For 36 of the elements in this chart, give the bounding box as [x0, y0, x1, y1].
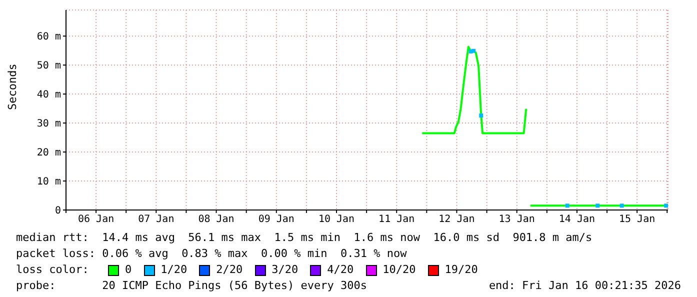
x-tick-label: 06 Jan [78, 214, 114, 226]
point [565, 204, 570, 208]
legend-label: 10/20 [382, 262, 416, 278]
x-tick-label: 09 Jan [258, 214, 294, 226]
x-tick-label: 07 Jan [138, 214, 174, 226]
legend-label: 0 [124, 262, 132, 278]
point [472, 48, 476, 53]
x-tick-label: 14 Jan [558, 214, 596, 226]
y-tick-label: 50 m [36, 60, 61, 72]
legend-label: 3/20 [270, 262, 298, 278]
x-tick-label: 08 Jan [198, 214, 234, 226]
x-tick-label: 11 Jan [378, 214, 415, 226]
y-tick-label: 10 m [36, 176, 61, 188]
legend-label: 2/20 [215, 262, 243, 278]
text: end: Fri Jan 16 00:21:35 2026 [488, 278, 681, 294]
x-tick-label: 10 Jan [318, 214, 355, 226]
text: packet loss: 0.06 % avg 0.83 % max 0.00 % min 0.31 % now [16, 246, 408, 262]
text: probe: 20 ICMP Echo Pings (56 Bytes) every 300s [16, 278, 367, 294]
point [479, 114, 484, 118]
y-tick-label: 40 m [36, 90, 61, 101]
x-tick-label: 12 Jan [438, 214, 475, 226]
text: median rtt: 14.4 ms avg 56.1 ms max 1.5 ms min 1.6 ms now 16.0 ms sd 901.8 m am/s [16, 230, 594, 246]
y-tick-label: 0 [54, 206, 61, 217]
point [620, 204, 624, 208]
y-tick-label: 60 m [36, 32, 61, 43]
y-axis-title: Seconds [6, 64, 19, 110]
legend-label: 19/20 [444, 262, 478, 278]
x-tick-label: 15 Jan [619, 214, 656, 226]
point [596, 204, 600, 208]
x-tick-label: 13 Jan [498, 214, 535, 226]
point [664, 204, 668, 208]
y-tick-label: 20 m [36, 148, 61, 159]
legend-label: 1/20 [160, 262, 188, 278]
legend-label: 4/20 [326, 262, 354, 278]
legend-title: loss color: [16, 262, 90, 278]
y-tick-label: 30 m [36, 118, 61, 130]
